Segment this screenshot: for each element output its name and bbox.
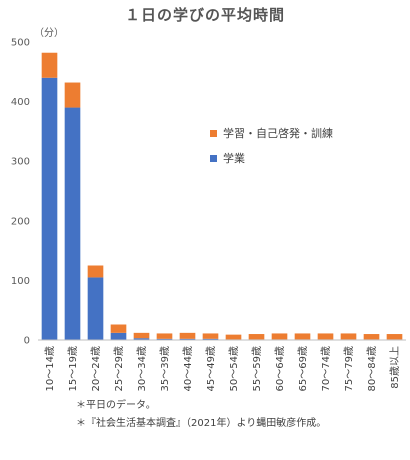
x-category-label: 45～49歳 [205,346,217,391]
bar-segment-self-study [386,334,403,340]
bar-segment-schoolwork [64,107,81,340]
legend: 学習・自己啓発・訓練 学業 [210,125,333,175]
bar-segment-self-study [156,333,173,339]
bar-segment-self-study [179,332,196,339]
legend-swatch-schoolwork [210,154,217,162]
legend-item-schoolwork: 学業 [210,150,333,166]
legend-label-self-study: 学習・自己啓発・訓練 [223,127,333,140]
bar-segment-self-study [41,52,58,78]
x-axis-labels: 10～14歳 15～19歳 20～24歳 25～29歳 30～34歳 35～39歳 40～4… [44,346,401,391]
x-category-label: 75～79歳 [343,346,355,391]
bar-segment-self-study [248,334,265,340]
bar-segment-schoolwork [87,277,104,340]
bar-segment-self-study [64,82,81,108]
bar-segment-self-study [271,333,288,340]
chart-title: １日の学びの平均時間 [124,6,285,24]
x-category-label: 15～19歳 [67,346,79,391]
x-category-label: 55～59歳 [251,346,263,391]
y-tick-label: 100 [11,276,30,287]
bars [41,52,403,340]
x-category-label: 65～69歳 [297,346,309,391]
x-category-label: 40～44歳 [182,346,194,391]
plot-area: （分） 0 100 200 300 400 500 10～14歳 15～19歳 20～24歳 2… [11,27,406,391]
y-axis-ticks: 0 100 200 300 400 500 [11,38,30,347]
bar-segment-self-study [340,333,357,340]
legend-item-self-study: 学習・自己啓発・訓練 [210,125,333,141]
x-category-label: 35～39歳 [159,346,171,391]
bar-segment-self-study [363,334,380,340]
y-tick-label: 400 [11,97,30,108]
x-category-label: 85歳以上 [389,346,401,389]
footnote-weekday: ＊平日のデータ。 [76,400,156,411]
footnotes: ＊平日のデータ。 ＊『社会生活基本調査』（2021年）より蝿田敏彦作成。 [76,397,326,433]
x-category-label: 20～24歳 [90,346,102,391]
x-category-label: 30～34歳 [136,346,148,391]
bar-segment-schoolwork [156,338,173,340]
y-tick-label: 300 [11,157,30,168]
y-tick-label: 0 [24,336,30,347]
bar-segment-self-study [225,334,242,340]
footnote-source: ＊『社会生活基本調査』（2021年）より蝿田敏彦作成。 [76,418,327,429]
x-category-label: 50～54歳 [228,346,240,391]
y-tick-label: 200 [11,216,30,227]
x-category-label: 25～29歳 [113,346,125,391]
bar-segment-schoolwork [202,338,219,340]
bar-segment-schoolwork [110,332,127,340]
bar-segment-schoolwork [41,77,58,340]
bar-segment-self-study [87,265,104,278]
x-category-label: 60～64歳 [274,346,286,391]
bar-segment-self-study [202,333,219,339]
y-axis-unit-label: （分） [34,27,64,39]
bar-segment-self-study [110,324,127,333]
bar-segment-self-study [133,332,150,339]
bar-segment-schoolwork [179,338,196,340]
x-category-label: 10～14歳 [44,346,56,391]
legend-swatch-self-study [210,129,217,137]
bar-segment-self-study [317,333,334,340]
y-tick-label: 500 [11,38,30,49]
x-category-label: 70～74歳 [320,346,332,391]
bar-segment-schoolwork [133,338,150,340]
x-category-label: 80～84歳 [366,346,378,391]
legend-label-schoolwork: 学業 [223,152,245,165]
bar-segment-self-study [294,333,311,340]
